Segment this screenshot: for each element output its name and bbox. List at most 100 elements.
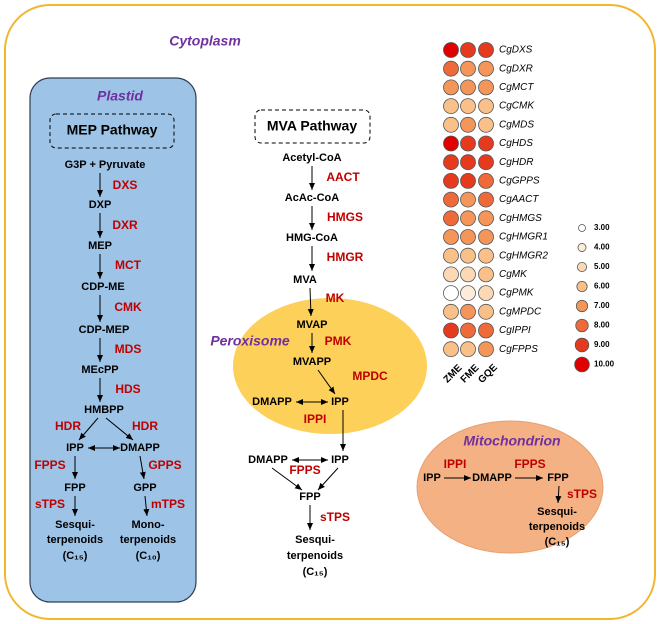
enzyme: CMK bbox=[114, 300, 142, 314]
gene-label: CgAACT bbox=[499, 194, 539, 205]
enzyme: PMK bbox=[325, 334, 352, 348]
gene-label: CgHMGS bbox=[499, 213, 542, 224]
heat-cell bbox=[478, 229, 494, 245]
heat-cell bbox=[478, 341, 494, 358]
gene-label: CgMCT bbox=[499, 82, 534, 93]
metabolite: IPP bbox=[331, 454, 349, 466]
enzyme: mTPS bbox=[151, 497, 185, 511]
heat-cell bbox=[460, 322, 476, 339]
gene-label: CgDXS bbox=[499, 45, 533, 56]
mep-box bbox=[49, 113, 175, 149]
metabolite: DXP bbox=[89, 199, 112, 211]
heat-cell bbox=[478, 322, 494, 339]
metabolite: Acetyl-CoA bbox=[282, 152, 341, 164]
legend-swatch bbox=[575, 299, 589, 313]
gene-label: CgMK bbox=[499, 269, 528, 280]
enzyme: HMGS bbox=[327, 210, 363, 224]
heat-cell bbox=[478, 191, 494, 208]
metabolite: (C₁₀) bbox=[136, 550, 161, 562]
metabolite: CDP-ME bbox=[81, 281, 124, 293]
metabolite: Mono- bbox=[132, 519, 165, 531]
heat-cell bbox=[460, 116, 476, 133]
arrows bbox=[72, 166, 562, 530]
gene-label: CgHMGR2 bbox=[499, 250, 548, 261]
heat-cell bbox=[478, 210, 494, 227]
gene-label: CgIPPI bbox=[499, 325, 531, 336]
heat-cell bbox=[460, 303, 476, 320]
metabolite: IPP bbox=[331, 396, 349, 408]
heat-cell bbox=[478, 285, 494, 302]
label: Cytoplasm bbox=[169, 33, 241, 49]
metabolite: IPP bbox=[423, 472, 441, 484]
legend-swatch bbox=[576, 280, 588, 293]
heat-cell bbox=[460, 154, 476, 171]
legend-label: 5.00 bbox=[594, 262, 610, 271]
gene-label: CgGPPS bbox=[499, 176, 540, 187]
metabolite: IPP bbox=[66, 442, 84, 454]
heat-cell bbox=[443, 154, 459, 171]
enzyme: DXS bbox=[113, 178, 138, 192]
metabolite: GPP bbox=[133, 482, 156, 494]
heat-cell bbox=[478, 116, 494, 133]
legend-label: 8.00 bbox=[594, 321, 610, 330]
enzyme: MK bbox=[326, 291, 345, 305]
heat-cell bbox=[443, 60, 459, 77]
metabolite: Sesqui- bbox=[295, 534, 335, 546]
metabolite: terpenoids bbox=[47, 534, 103, 546]
enzyme: sTPS bbox=[35, 497, 65, 511]
metabolite: terpenoids bbox=[529, 521, 585, 533]
enzyme: HMGR bbox=[327, 250, 364, 264]
title: MVA Pathway bbox=[267, 118, 357, 134]
heat-cell bbox=[460, 42, 476, 58]
enzyme: HDS bbox=[115, 382, 140, 396]
heat-cell bbox=[460, 285, 476, 302]
gene-label: CgPMK bbox=[499, 288, 535, 299]
label: Plastid bbox=[97, 88, 143, 104]
gene-label: CgMDS bbox=[499, 119, 534, 130]
metabolite: (C₁₅) bbox=[545, 536, 570, 548]
gene-label: CgHMGR1 bbox=[499, 232, 548, 243]
heat-cell bbox=[460, 266, 476, 283]
metabolite: FPP bbox=[299, 491, 320, 503]
heat-cell bbox=[460, 210, 476, 227]
heat-cell bbox=[478, 79, 494, 96]
legend-swatch bbox=[574, 356, 590, 373]
heat-cell bbox=[443, 172, 459, 189]
enzyme: GPPS bbox=[148, 458, 181, 472]
gene-label: CgHDR bbox=[499, 157, 533, 168]
legend-swatch bbox=[578, 224, 586, 232]
heat-cell bbox=[460, 247, 476, 264]
metabolite: MVAP bbox=[297, 319, 328, 331]
legend-label: 3.00 bbox=[594, 223, 610, 232]
enzyme: AACT bbox=[326, 170, 360, 184]
heat-cell bbox=[443, 210, 459, 227]
legend-label: 6.00 bbox=[594, 282, 610, 291]
gene-label: CgFPPS bbox=[499, 344, 538, 355]
enzyme: MPDC bbox=[352, 369, 388, 383]
heat-cell bbox=[478, 154, 494, 171]
metabolite: FPP bbox=[64, 482, 85, 494]
heat-cell bbox=[443, 98, 459, 114]
heat-cell bbox=[443, 191, 459, 208]
metabolite: HMBPP bbox=[84, 404, 124, 416]
heat-cell bbox=[443, 135, 459, 152]
mitochondrion bbox=[416, 420, 604, 554]
metabolite: terpenoids bbox=[120, 534, 176, 546]
enzyme: FPPS bbox=[289, 463, 320, 477]
plastid-box bbox=[29, 77, 197, 603]
metabolite: DMAPP bbox=[248, 454, 288, 466]
legend-label: 10.00 bbox=[594, 360, 615, 369]
heat-cell bbox=[478, 303, 494, 320]
metabolite: G3P + Pyruvate bbox=[65, 159, 146, 171]
heat-cell bbox=[478, 98, 494, 114]
heat-cell bbox=[460, 191, 476, 208]
legend-label: 4.00 bbox=[594, 243, 610, 252]
enzyme: IPPI bbox=[444, 457, 467, 471]
heat-cell bbox=[478, 172, 494, 189]
metabolite: Sesqui- bbox=[537, 506, 577, 518]
enzyme: IPPI bbox=[304, 412, 327, 426]
metabolite: DMAPP bbox=[120, 442, 160, 454]
heat-cell bbox=[478, 60, 494, 77]
title: MEP Pathway bbox=[67, 122, 158, 138]
metabolite: MVA bbox=[293, 274, 317, 286]
